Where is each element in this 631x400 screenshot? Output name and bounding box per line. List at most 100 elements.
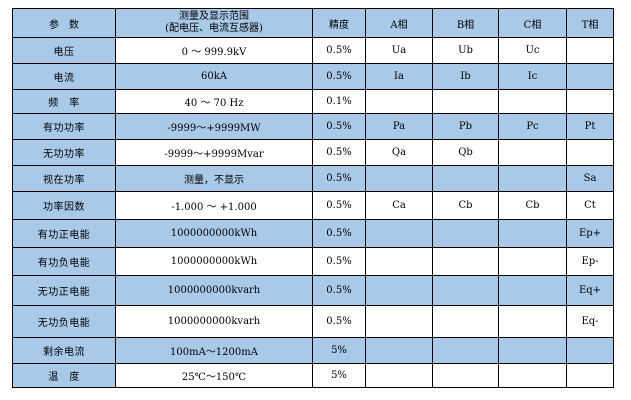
data-row: 电压 0 ～ 999.9kV 0.5% Ua Ub Uc bbox=[12, 37, 614, 64]
data-row: 视在功率 测量，不显示 0.5% Sa bbox=[12, 165, 614, 192]
cell bbox=[566, 139, 614, 166]
cell: Ia bbox=[365, 63, 433, 90]
cell: 0.5% bbox=[312, 305, 366, 338]
row-label: 无功功率 bbox=[12, 139, 116, 166]
cell: 0.5% bbox=[312, 219, 366, 248]
header-cell: 精度 bbox=[312, 8, 366, 38]
row-label: 功率因数 bbox=[12, 191, 116, 220]
data-row: 有功正电能 1000000000kWh 0.5% Ep+ bbox=[12, 219, 614, 248]
data-row: 电流 60kA 0.5% Ia Ib Ic bbox=[12, 63, 614, 90]
cell bbox=[498, 247, 567, 276]
cell bbox=[365, 363, 433, 388]
row-label: 电压 bbox=[12, 37, 116, 64]
row-label: 电流 bbox=[12, 63, 116, 90]
row-label: 无功负电能 bbox=[12, 305, 116, 338]
cell: Cb bbox=[432, 191, 499, 220]
cell bbox=[566, 337, 614, 364]
cell bbox=[432, 305, 499, 338]
header-cell: 测量及显示范围 (配电压、电流互感器) bbox=[115, 8, 313, 38]
row-label: 视在功率 bbox=[12, 165, 116, 192]
cell bbox=[498, 305, 567, 338]
cell bbox=[566, 363, 614, 388]
cell: 0.5% bbox=[312, 247, 366, 276]
cell bbox=[365, 305, 433, 338]
header-cell: C相 bbox=[498, 8, 567, 38]
data-row: 无功正电能 1000000000kvarh 0.5% Eq+ bbox=[12, 275, 614, 306]
cell: 5% bbox=[312, 337, 366, 364]
cell bbox=[498, 165, 567, 192]
cell: -9999～+9999Mvar bbox=[115, 139, 313, 166]
cell: Pa bbox=[365, 113, 433, 140]
cell: Ic bbox=[498, 63, 567, 90]
cell bbox=[498, 89, 567, 114]
cell: Ct bbox=[566, 191, 614, 220]
header-cell: B相 bbox=[432, 8, 499, 38]
header-row: 参 数测量及显示范围 (配电压、电流互感器) 精度 A相 B相 C相 T相 bbox=[12, 8, 614, 38]
cell: Pt bbox=[566, 113, 614, 140]
row-label: 无功正电能 bbox=[12, 275, 116, 306]
cell: 0 ～ 999.9kV bbox=[115, 37, 313, 64]
data-row: 有功负电能 1000000000kWh 0.5% Ep- bbox=[12, 247, 614, 276]
cell: 0.5% bbox=[312, 113, 366, 140]
cell bbox=[566, 63, 614, 90]
cell: 25℃～150℃ bbox=[115, 363, 313, 388]
cell bbox=[432, 219, 499, 248]
cell bbox=[432, 363, 499, 388]
cell: Ub bbox=[432, 37, 499, 64]
cell: 0.1% bbox=[312, 89, 366, 114]
cell: Ep- bbox=[566, 247, 614, 276]
cell: Qb bbox=[432, 139, 499, 166]
cell bbox=[432, 247, 499, 276]
cell: 0.5% bbox=[312, 165, 366, 192]
cell: Ep+ bbox=[566, 219, 614, 248]
cell: 1000000000kWh bbox=[115, 247, 313, 276]
cell: Sa bbox=[566, 165, 614, 192]
header-cell: 参 数 bbox=[12, 8, 116, 38]
cell: 0.5% bbox=[312, 139, 366, 166]
cell: -1.000 ～ +1.000 bbox=[115, 191, 313, 220]
cell: 5% bbox=[312, 363, 366, 388]
cell: 0.5% bbox=[312, 275, 366, 306]
header-cell: T相 bbox=[566, 8, 614, 38]
row-label: 温 度 bbox=[12, 363, 116, 388]
cell: Eq+ bbox=[566, 275, 614, 306]
row-label: 有功负电能 bbox=[12, 247, 116, 276]
cell bbox=[498, 337, 567, 364]
data-row: 无功功率 -9999～+9999Mvar 0.5% Qa Qb bbox=[12, 139, 614, 166]
cell: 40 ～ 70 Hz bbox=[115, 89, 313, 114]
cell bbox=[365, 219, 433, 248]
cell: Uc bbox=[498, 37, 567, 64]
cell: 1000000000kWh bbox=[115, 219, 313, 248]
cell: -9999～+9999MW bbox=[115, 113, 313, 140]
header-line: (配电压、电流互感器) bbox=[165, 23, 263, 34]
row-label: 频 率 bbox=[12, 89, 116, 114]
table-wrap: 参 数测量及显示范围 (配电压、电流互感器) 精度 A相 B相 C相 T相 电压 0 ～ 999… bbox=[12, 8, 614, 388]
data-row: 无功负电能 1000000000kvarh 0.5% Eq- bbox=[12, 305, 614, 338]
cell bbox=[432, 165, 499, 192]
cell bbox=[365, 165, 433, 192]
cell: 1000000000kvarh bbox=[115, 305, 313, 338]
data-row: 有功功率 -9999～+9999MW 0.5% Pa Pb Pc Pt bbox=[12, 113, 614, 140]
header-cell: A相 bbox=[365, 8, 433, 38]
data-row: 频 率 40 ～ 70 Hz 0.1% bbox=[12, 89, 614, 114]
cell: 100mA～1200mA bbox=[115, 337, 313, 364]
cell bbox=[498, 139, 567, 166]
cell: 60kA bbox=[115, 63, 313, 90]
cell: Cb bbox=[498, 191, 567, 220]
row-label: 有功功率 bbox=[12, 113, 116, 140]
cell bbox=[365, 247, 433, 276]
row-label: 剩余电流 bbox=[12, 337, 116, 364]
cell: Ib bbox=[432, 63, 499, 90]
cell: Pc bbox=[498, 113, 567, 140]
cell: Ca bbox=[365, 191, 433, 220]
cell: 0.5% bbox=[312, 191, 366, 220]
cell: 1000000000kvarh bbox=[115, 275, 313, 306]
data-row: 剩余电流 100mA～1200mA 5% bbox=[12, 337, 614, 364]
cell: Qa bbox=[365, 139, 433, 166]
header-line: 测量及显示范围 bbox=[179, 11, 249, 22]
cell bbox=[498, 275, 567, 306]
cell bbox=[432, 337, 499, 364]
cell bbox=[498, 363, 567, 388]
cell: 0.5% bbox=[312, 37, 366, 64]
